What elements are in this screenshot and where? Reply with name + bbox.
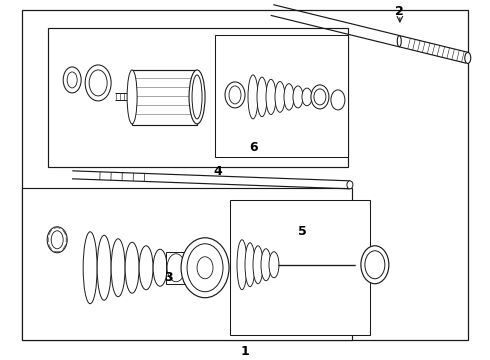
Bar xyxy=(132,70,197,125)
Ellipse shape xyxy=(361,246,389,284)
Ellipse shape xyxy=(365,251,385,279)
Ellipse shape xyxy=(51,231,63,249)
Ellipse shape xyxy=(139,246,153,290)
Ellipse shape xyxy=(237,240,247,290)
Bar xyxy=(230,200,370,335)
Ellipse shape xyxy=(293,86,303,108)
Ellipse shape xyxy=(311,85,329,109)
Ellipse shape xyxy=(331,90,345,110)
Ellipse shape xyxy=(83,232,97,304)
Ellipse shape xyxy=(257,77,267,117)
Ellipse shape xyxy=(284,84,294,110)
Text: 3: 3 xyxy=(164,271,172,284)
Text: 1: 1 xyxy=(241,345,249,358)
Text: 2: 2 xyxy=(395,5,404,18)
Text: 6: 6 xyxy=(250,141,258,154)
Ellipse shape xyxy=(266,79,276,114)
Ellipse shape xyxy=(47,227,67,253)
Ellipse shape xyxy=(111,239,125,297)
Ellipse shape xyxy=(225,82,245,108)
Text: 4: 4 xyxy=(214,165,222,178)
Ellipse shape xyxy=(187,244,223,292)
Ellipse shape xyxy=(153,249,167,286)
Ellipse shape xyxy=(397,36,401,47)
Ellipse shape xyxy=(269,252,279,278)
Ellipse shape xyxy=(275,81,285,112)
Ellipse shape xyxy=(197,257,213,279)
Ellipse shape xyxy=(245,243,255,287)
Ellipse shape xyxy=(261,249,271,281)
Ellipse shape xyxy=(302,88,312,106)
Ellipse shape xyxy=(97,235,111,300)
Ellipse shape xyxy=(89,70,107,96)
Ellipse shape xyxy=(465,53,471,63)
Ellipse shape xyxy=(181,238,229,298)
Ellipse shape xyxy=(127,70,137,124)
Ellipse shape xyxy=(314,89,326,105)
Ellipse shape xyxy=(189,70,205,124)
Ellipse shape xyxy=(192,75,202,119)
Ellipse shape xyxy=(248,75,258,119)
Text: 5: 5 xyxy=(297,225,306,238)
Bar xyxy=(22,188,352,340)
Bar xyxy=(166,252,186,284)
Ellipse shape xyxy=(85,65,111,101)
Ellipse shape xyxy=(125,242,139,293)
Ellipse shape xyxy=(229,86,241,104)
Ellipse shape xyxy=(347,181,353,189)
Ellipse shape xyxy=(67,72,77,88)
Bar xyxy=(48,28,348,167)
Ellipse shape xyxy=(253,246,263,284)
Ellipse shape xyxy=(63,67,81,93)
Bar xyxy=(215,35,348,157)
